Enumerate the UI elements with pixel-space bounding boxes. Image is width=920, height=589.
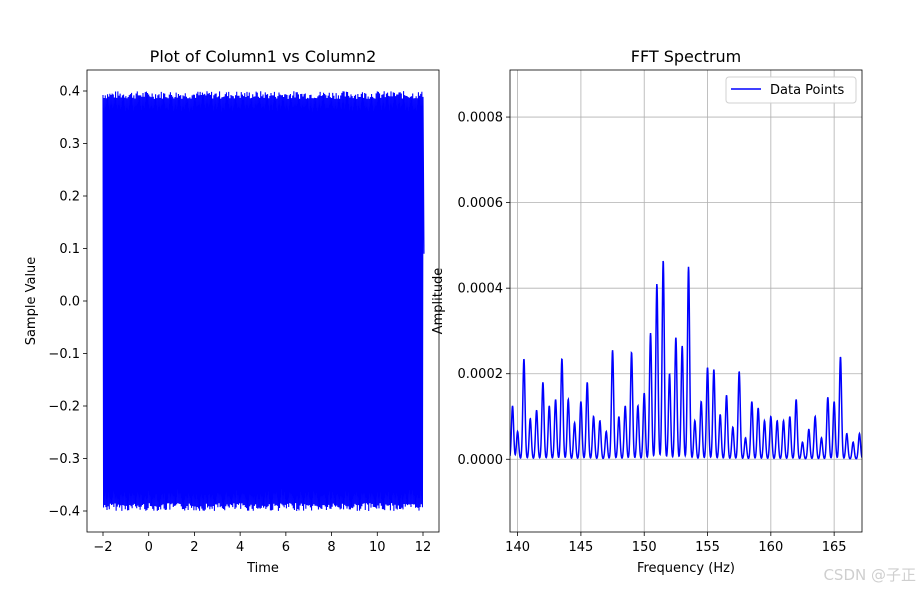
x-tick-label: 155	[695, 540, 720, 555]
y-tick-label: 0.1	[59, 242, 80, 257]
time-plot-frame	[86, 69, 440, 533]
x-tick-label: 150	[632, 540, 657, 555]
fft-plot: FFT Spectrum Frequency (Hz) Amplitude 14…	[431, 47, 863, 576]
y-tick-label: 0.0004	[458, 282, 504, 297]
legend-box	[725, 76, 857, 104]
y-tick-label: 0.0008	[458, 111, 504, 126]
x-tick-label: 160	[758, 540, 783, 555]
fft-plot-xlabel: Frequency (Hz)	[637, 561, 735, 576]
spectrum-line	[510, 260, 862, 460]
fft-plot-frame	[509, 69, 863, 533]
x-tick-label: 145	[568, 540, 593, 555]
y-tick-label: 0.0006	[458, 196, 504, 211]
x-tick-label: 4	[236, 540, 244, 555]
y-tick-label: 0.4	[59, 85, 80, 100]
x-tick-label: 0	[145, 540, 153, 555]
time-plot-title: Plot of Column1 vs Column2	[150, 47, 377, 66]
x-tick-label: 12	[415, 540, 432, 555]
y-tick-label: 0.0002	[458, 367, 504, 382]
x-tick-label: 165	[822, 540, 847, 555]
watermark-text: CSDN @子正	[823, 566, 916, 584]
signal-line	[102, 91, 425, 511]
y-tick-label: 0.3	[59, 137, 80, 152]
time-plot: Plot of Column1 vs Column2 Time Sample V…	[24, 47, 440, 576]
legend-label: Data Points	[770, 83, 844, 98]
y-tick-label: −0.1	[48, 347, 80, 362]
y-tick-label: 0.0	[59, 295, 80, 310]
fft-plot-ylabel: Amplitude	[431, 268, 446, 335]
y-tick-label: 0.0000	[458, 453, 504, 468]
x-tick-label: −2	[93, 540, 112, 555]
x-tick-label: 2	[190, 540, 198, 555]
fft-plot-title: FFT Spectrum	[631, 47, 742, 66]
x-tick-label: 6	[282, 540, 290, 555]
x-tick-label: 8	[327, 540, 335, 555]
y-tick-label: −0.4	[48, 505, 80, 520]
time-plot-ylabel: Sample Value	[24, 257, 39, 346]
x-tick-label: 10	[369, 540, 386, 555]
y-tick-label: −0.3	[48, 452, 80, 467]
y-tick-label: −0.2	[48, 400, 80, 415]
y-tick-label: 0.2	[59, 190, 80, 205]
time-plot-xlabel: Time	[246, 561, 279, 576]
legend: Data Points	[725, 76, 857, 104]
x-tick-label: 140	[505, 540, 530, 555]
